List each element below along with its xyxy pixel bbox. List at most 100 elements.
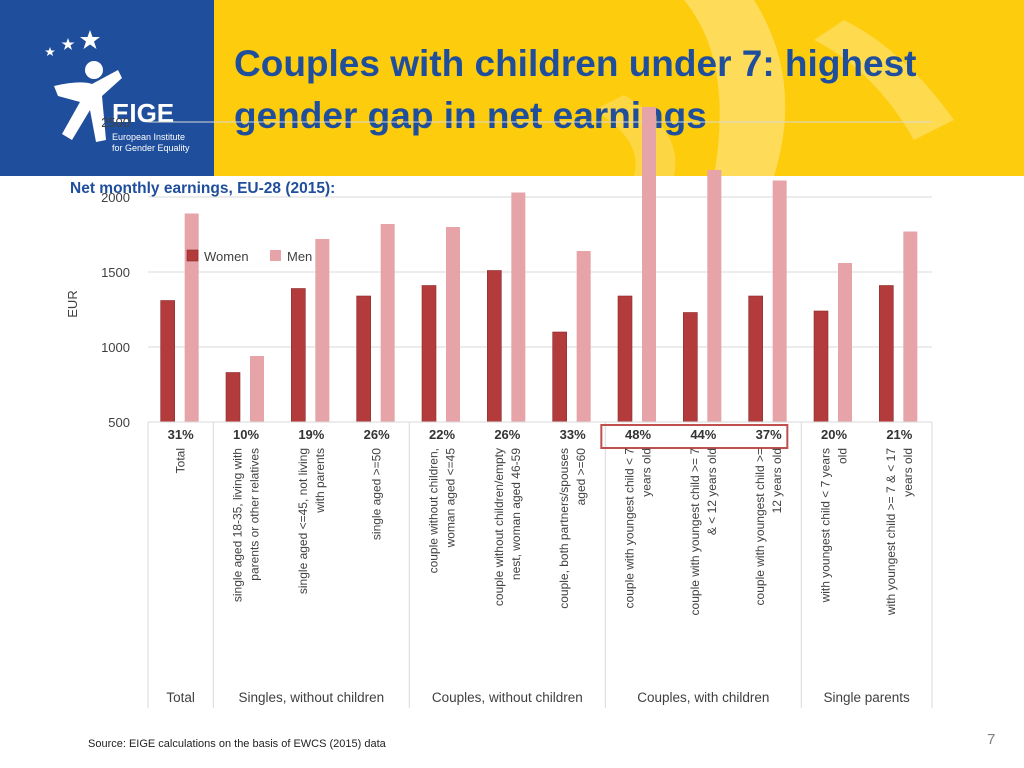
category-label-line: with youngest child >= 7 & < 17 — [884, 448, 898, 616]
category-label-line: couple with youngest child < 7 — [623, 448, 637, 609]
category-label: couple, both partners/spouses aged >=60 — [557, 448, 588, 609]
gap-label: 26% — [364, 427, 390, 442]
gap-label: 37% — [756, 427, 782, 442]
star-icon — [61, 38, 75, 50]
source-note: Source: EIGE calculations on the basis o… — [88, 738, 386, 750]
gap-label: 44% — [690, 427, 716, 442]
category-label-line: with parents — [313, 448, 327, 514]
logo-wordmark: EIGE — [112, 98, 174, 128]
gap-label: 48% — [625, 427, 651, 442]
category-label-line: aged >=60 — [574, 448, 588, 506]
logo-line2: for Gender Equality — [112, 143, 190, 153]
slide-number: 7 — [987, 731, 996, 748]
legend-swatch-women — [186, 249, 199, 262]
eige-logo: EIGE European Institute for Gender Equal… — [45, 30, 190, 153]
gap-label: 21% — [886, 427, 912, 442]
chart-subtitle: Net monthly earnings, EU-28 (2015): — [70, 180, 336, 197]
category-label-line: years old — [901, 448, 915, 497]
legend-label-men: Men — [287, 249, 312, 264]
bar-men — [184, 213, 199, 422]
star-icon — [45, 47, 55, 56]
bar-women — [160, 300, 175, 423]
figure-icon — [54, 61, 122, 142]
group-label: Total — [166, 690, 195, 705]
category-label: couple with youngest child < 7 years old — [623, 448, 654, 609]
gap-label: 20% — [821, 427, 847, 442]
gap-label: 26% — [494, 427, 520, 442]
y-axis: 2500 2000 1500 1000 500 EUR — [65, 115, 130, 430]
earnings-chart: 2500 2000 1500 1000 500 EUR Total Singles, wit… — [65, 107, 933, 708]
bar-women — [748, 295, 763, 423]
category-label-line: with youngest child < 7 years — [819, 448, 833, 603]
gap-label: 19% — [298, 427, 324, 442]
category-label: Total — [174, 448, 188, 473]
highlight-box — [600, 424, 789, 449]
y-tick-label: 1500 — [101, 265, 130, 280]
category-label-line: single aged 18-35, living with — [231, 448, 245, 602]
category-table: Total Singles, without children Couples, w… — [147, 421, 933, 708]
category-label-line: years old — [640, 448, 654, 497]
category-label-line: couple with youngest child >= 7 — [688, 448, 702, 616]
group-label: Couples, with children — [637, 690, 769, 705]
category-label-line: woman aged <=45 — [444, 448, 458, 549]
category-label: single aged 18-35, living with parents or… — [231, 448, 262, 602]
title-banner: Couples with children under 7: highest g… — [214, 0, 1024, 176]
bar-women — [813, 310, 829, 423]
bar-women — [487, 270, 502, 423]
category-label: with youngest child < 7 years old — [819, 448, 850, 603]
y-tick-label: 2500 — [101, 115, 130, 130]
bar-men — [250, 356, 264, 422]
y-tick-label: 500 — [108, 415, 130, 430]
category-label: single aged >=50 — [370, 448, 384, 540]
banner-decoration — [594, 0, 954, 176]
category-label: couple without children, woman aged <=45 — [427, 448, 458, 574]
category-label-line: Total — [174, 448, 188, 473]
y-tick-label: 2000 — [101, 190, 130, 205]
category-label: couple with youngest child >= 12 years ol… — [753, 448, 784, 605]
bar-men — [838, 263, 852, 422]
legend-label-women: Women — [204, 249, 249, 264]
category-label: couple without children/empty nest, woman… — [492, 448, 523, 606]
bar-men — [903, 231, 918, 422]
gap-label: 31% — [168, 427, 194, 442]
y-tick-label: 1000 — [101, 340, 130, 355]
bar-men — [511, 192, 526, 422]
category-label: couple with youngest child >= 7 & < 12 ye… — [688, 448, 719, 616]
bar-men — [315, 239, 330, 422]
category-label-line: single aged <=45, not living — [296, 448, 310, 594]
logo-line1: European Institute — [112, 132, 185, 142]
bar-women — [225, 372, 241, 423]
gap-label: 33% — [560, 427, 586, 442]
page-title: Couples with children under 7: highest g… — [234, 43, 917, 136]
category-label-line: couple with youngest child >= — [753, 448, 767, 605]
bar-women — [356, 295, 371, 423]
category-label-line: nest, woman aged 46-59 — [509, 448, 523, 580]
bar-men — [446, 227, 460, 422]
y-axis-label: EUR — [65, 290, 80, 317]
bar-women — [879, 285, 894, 423]
group-label: Single parents — [824, 690, 911, 705]
category-label-line: single aged >=50 — [370, 448, 384, 540]
bar-men — [707, 170, 722, 422]
category-label-line: & < 12 years old — [705, 448, 719, 535]
category-label-line: couple without children/empty — [492, 448, 506, 606]
legend: Women Men — [186, 249, 312, 264]
category-label: with youngest child >= 7 & < 17 years old — [884, 448, 915, 616]
star-icon — [80, 30, 100, 49]
group-label: Couples, without children — [432, 690, 583, 705]
bar-men — [380, 224, 395, 422]
bar-men — [772, 180, 787, 422]
category-label: single aged <=45, not living with parents — [296, 448, 327, 594]
category-label-line: old — [836, 448, 850, 464]
category-label-line: couple, both partners/spouses — [557, 448, 571, 609]
category-label-line: 12 years old — [770, 448, 784, 513]
logo-panel: EIGE European Institute for Gender Equal… — [0, 0, 214, 176]
gap-label: 10% — [233, 427, 259, 442]
bar-women — [552, 331, 567, 423]
bar-men — [642, 107, 656, 422]
bar-women — [617, 295, 633, 423]
category-label-line: parents or other relatives — [248, 448, 262, 581]
group-label: Singles, without children — [239, 690, 385, 705]
bar-women — [291, 288, 306, 423]
category-label-line: couple without children, — [427, 448, 441, 573]
